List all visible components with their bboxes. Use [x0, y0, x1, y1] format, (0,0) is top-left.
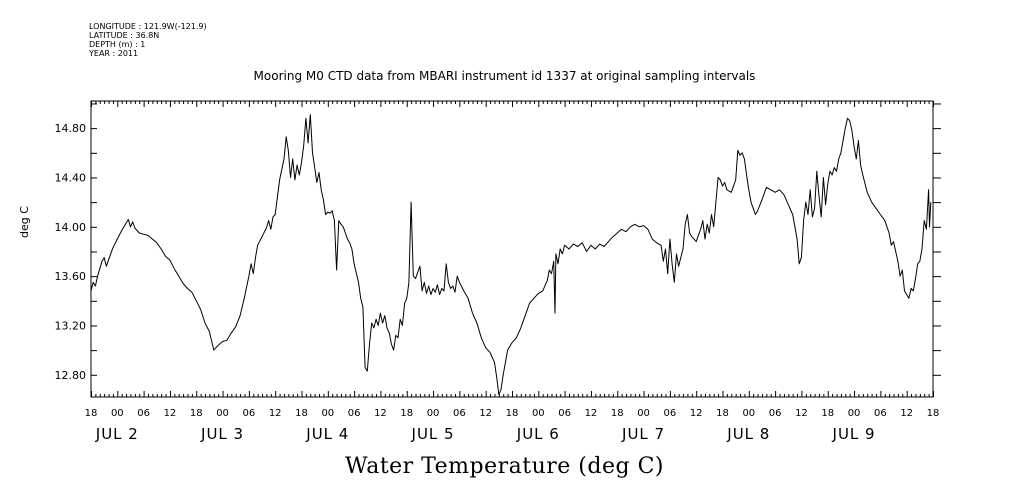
plot-frame	[90, 100, 934, 398]
x-day-label: JUL 2	[95, 425, 139, 443]
x-hour-tick-label: 00	[427, 408, 440, 419]
x-hour-tick-label: 18	[927, 408, 940, 419]
x-axis-label: Water Temperature (deg C)	[345, 454, 664, 479]
x-hour-tick-label: 18	[716, 408, 729, 419]
x-hour-tick-label: 06	[453, 408, 466, 419]
x-day-label: JUL 3	[200, 425, 244, 443]
x-hour-tick-label: 12	[164, 408, 177, 419]
y-tick-label: 13.60	[55, 270, 87, 283]
x-hour-tick-label: 06	[348, 408, 361, 419]
x-hour-tick-label: 18	[506, 408, 519, 419]
x-hour-tick-label: 12	[900, 408, 913, 419]
x-day-label: JUL 9	[832, 425, 876, 443]
x-day-label: JUL 8	[726, 425, 770, 443]
x-hour-tick-label: 06	[664, 408, 677, 419]
x-hour-tick-label: 00	[532, 408, 545, 419]
x-hour-tick-label: 00	[111, 408, 124, 419]
y-tick-label: 12.80	[55, 369, 87, 382]
longitude-label: LONGITUDE : 121.9W(-121.9)	[89, 22, 207, 31]
x-hour-tick-label: 18	[611, 408, 624, 419]
x-day-label: JUL 4	[305, 425, 349, 443]
y-tick-label: 14.40	[55, 171, 87, 184]
x-hour-tick-label: 12	[479, 408, 492, 419]
x-hour-tick-label: 06	[137, 408, 150, 419]
x-hour-tick-label: 18	[85, 408, 98, 419]
x-day-label: JUL 7	[621, 425, 665, 443]
x-day-label: JUL 6	[516, 425, 560, 443]
y-tick-label: 14.80	[55, 122, 87, 135]
x-hour-tick-label: 06	[243, 408, 256, 419]
x-hour-tick-label: 06	[769, 408, 782, 419]
depth-label: DEPTH (m) : 1	[89, 40, 146, 49]
temperature-series-line	[90, 114, 932, 395]
x-hour-tick-label: 18	[821, 408, 834, 419]
x-hour-tick-label: 12	[690, 408, 703, 419]
x-hour-tick-label: 00	[848, 408, 861, 419]
x-hour-tick-label: 12	[585, 408, 598, 419]
year-label: YEAR : 2011	[89, 49, 139, 58]
x-hour-tick-label: 18	[190, 408, 203, 419]
x-hour-tick-label: 12	[374, 408, 387, 419]
x-hour-tick-label: 18	[400, 408, 413, 419]
latitude-label: LATITUDE : 36.8N	[89, 31, 160, 40]
x-hour-tick-label: 12	[795, 408, 808, 419]
y-tick-label: 13.20	[55, 319, 87, 332]
x-hour-tick-label: 00	[321, 408, 334, 419]
x-hour-tick-label: 06	[558, 408, 571, 419]
x-hour-tick-label: 00	[637, 408, 650, 419]
y-tick-label: 14.00	[55, 221, 87, 234]
x-hour-tick-label: 00	[742, 408, 755, 419]
x-day-label: JUL 5	[411, 425, 455, 443]
x-hour-tick-label: 12	[269, 408, 282, 419]
x-hour-tick-label: 18	[295, 408, 308, 419]
x-hour-tick-label: 06	[874, 408, 887, 419]
x-hour-tick-label: 00	[216, 408, 229, 419]
chart-title: Mooring M0 CTD data from MBARI instrumen…	[253, 69, 756, 83]
